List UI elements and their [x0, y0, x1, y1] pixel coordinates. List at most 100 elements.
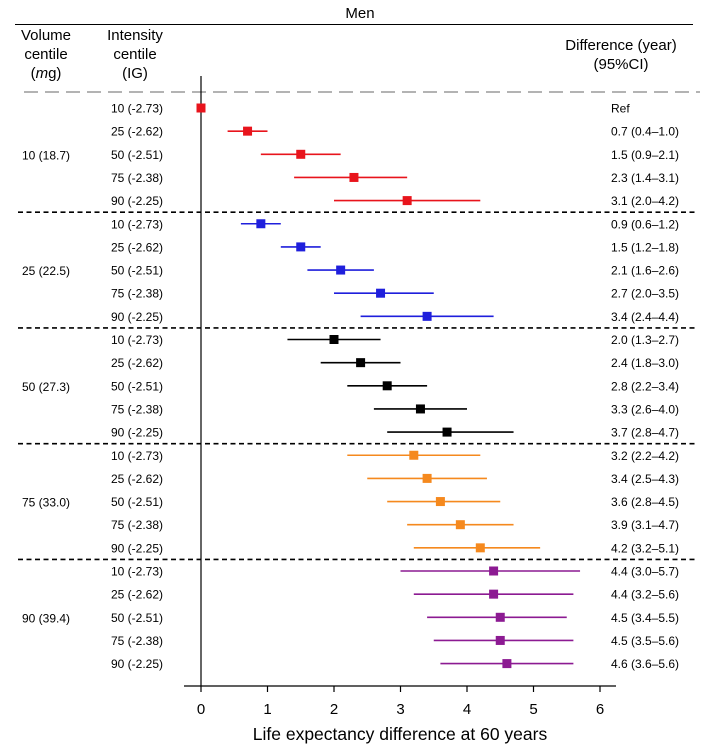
point-estimate — [422, 473, 432, 483]
difference-label: Ref — [611, 102, 630, 116]
intensity-centile-header: Intensity centile (IG) — [96, 26, 174, 83]
difference-label: 3.4 (2.5–4.3) — [611, 472, 679, 486]
point-estimate — [296, 242, 306, 252]
point-estimate — [455, 520, 465, 530]
intensity-label: 90 (-2.25) — [111, 194, 163, 208]
difference-label: 2.0 (1.3–2.7) — [611, 333, 679, 347]
point-estimate — [329, 335, 339, 344]
difference-label: 4.5 (3.4–5.5) — [611, 611, 679, 625]
intensity-label: 10 (-2.73) — [111, 333, 163, 347]
x-tick-label: 5 — [529, 701, 537, 718]
point-estimate — [415, 404, 425, 414]
point-estimate — [243, 126, 253, 136]
intensity-header-line-3: (IG) — [122, 65, 148, 82]
volume-label: 25 (22.5) — [22, 264, 70, 278]
x-tick-label: 4 — [463, 701, 471, 718]
point-estimate — [495, 635, 505, 645]
point-estimate — [356, 358, 366, 368]
difference-label: 4.6 (3.6–5.6) — [611, 657, 679, 671]
volume-centile-header: Volume centile (mg) — [8, 26, 84, 83]
intensity-label: 25 (-2.62) — [111, 472, 163, 486]
point-estimate — [376, 288, 386, 298]
point-estimate — [409, 450, 419, 460]
difference-label: 2.8 (2.2–3.4) — [611, 379, 679, 393]
title-rule — [15, 24, 693, 25]
difference-label: 1.5 (0.9–2.1) — [611, 148, 679, 162]
intensity-label: 25 (-2.62) — [111, 588, 163, 602]
difference-label: 3.7 (2.8–4.7) — [611, 426, 679, 440]
difference-label: 2.4 (1.8–3.0) — [611, 356, 679, 370]
difference-label: 2.1 (1.6–2.6) — [611, 264, 679, 278]
x-tick-label: 6 — [596, 701, 604, 718]
intensity-label: 25 (-2.62) — [111, 240, 163, 254]
intensity-label: 50 (-2.51) — [111, 611, 163, 625]
difference-label: 3.2 (2.2–4.2) — [611, 449, 679, 463]
difference-label: 3.1 (2.0–4.2) — [611, 194, 679, 208]
point-estimate — [435, 497, 445, 507]
x-tick-label: 2 — [330, 701, 338, 718]
volume-header-line-1: Volume — [20, 27, 72, 44]
difference-label: 1.5 (1.2–1.8) — [611, 240, 679, 254]
point-estimate — [502, 659, 512, 669]
intensity-label: 10 (-2.73) — [111, 449, 163, 463]
x-tick-label: 0 — [197, 701, 205, 718]
intensity-header-line-1: Intensity — [107, 27, 163, 44]
volume-label: 50 (27.3) — [22, 380, 70, 394]
intensity-label: 75 (-2.38) — [111, 287, 163, 301]
intensity-label: 90 (-2.25) — [111, 541, 163, 555]
volume-label: 10 (18.7) — [22, 148, 70, 162]
intensity-label: 90 (-2.25) — [111, 426, 163, 440]
intensity-label: 75 (-2.38) — [111, 634, 163, 648]
difference-header: Difference (year) (95%CI) — [548, 36, 694, 74]
intensity-label: 50 (-2.51) — [111, 379, 163, 393]
intensity-label: 10 (-2.73) — [111, 102, 163, 116]
intensity-label: 10 (-2.73) — [111, 217, 163, 231]
point-estimate — [495, 612, 505, 622]
difference-header-line-1: Difference (year) — [565, 37, 677, 54]
difference-label: 0.9 (0.6–1.2) — [611, 217, 679, 231]
intensity-label: 90 (-2.25) — [111, 310, 163, 324]
point-estimate — [489, 566, 499, 576]
volume-label: 90 (39.4) — [22, 611, 70, 625]
difference-label: 3.9 (3.1–4.7) — [611, 518, 679, 532]
difference-label: 4.5 (3.5–5.6) — [611, 634, 679, 648]
difference-label: 3.3 (2.6–4.0) — [611, 402, 679, 416]
difference-label: 4.2 (3.2–5.1) — [611, 541, 679, 555]
intensity-label: 50 (-2.51) — [111, 148, 163, 162]
point-estimate — [422, 311, 432, 321]
difference-label: 4.4 (3.0–5.7) — [611, 565, 679, 579]
intensity-label: 25 (-2.62) — [111, 356, 163, 370]
point-estimate — [402, 196, 412, 206]
x-tick-label: 1 — [263, 701, 271, 718]
difference-label: 3.4 (2.4–4.4) — [611, 310, 679, 324]
intensity-label: 50 (-2.51) — [111, 264, 163, 278]
volume-label: 75 (33.0) — [22, 496, 70, 510]
point-estimate — [442, 427, 452, 437]
point-estimate — [196, 103, 206, 113]
point-estimate — [336, 265, 346, 275]
point-estimate — [296, 149, 306, 159]
volume-header-line-2: centile — [24, 46, 68, 63]
intensity-label: 10 (-2.73) — [111, 565, 163, 579]
x-axis-title: Life expectancy difference at 60 years — [253, 724, 548, 744]
intensity-label: 50 (-2.51) — [111, 495, 163, 509]
point-estimate — [475, 543, 485, 553]
intensity-label: 75 (-2.38) — [111, 402, 163, 416]
x-tick-label: 3 — [396, 701, 404, 718]
chart-title: Men — [345, 5, 375, 22]
difference-label: 2.3 (1.4–3.1) — [611, 171, 679, 185]
intensity-label: 25 (-2.62) — [111, 125, 163, 139]
point-estimate — [489, 589, 499, 599]
difference-label: 4.4 (3.2–5.6) — [611, 588, 679, 602]
volume-header-line-3: (mg) — [30, 65, 62, 82]
intensity-label: 75 (-2.38) — [111, 518, 163, 532]
difference-label: 2.7 (2.0–3.5) — [611, 287, 679, 301]
intensity-label: 90 (-2.25) — [111, 657, 163, 671]
difference-label: 3.6 (2.8–4.5) — [611, 495, 679, 509]
difference-header-line-2: (95%CI) — [593, 56, 649, 73]
point-estimate — [349, 172, 359, 182]
difference-label: 0.7 (0.4–1.0) — [611, 125, 679, 139]
point-estimate — [256, 219, 266, 229]
point-estimate — [382, 381, 392, 391]
